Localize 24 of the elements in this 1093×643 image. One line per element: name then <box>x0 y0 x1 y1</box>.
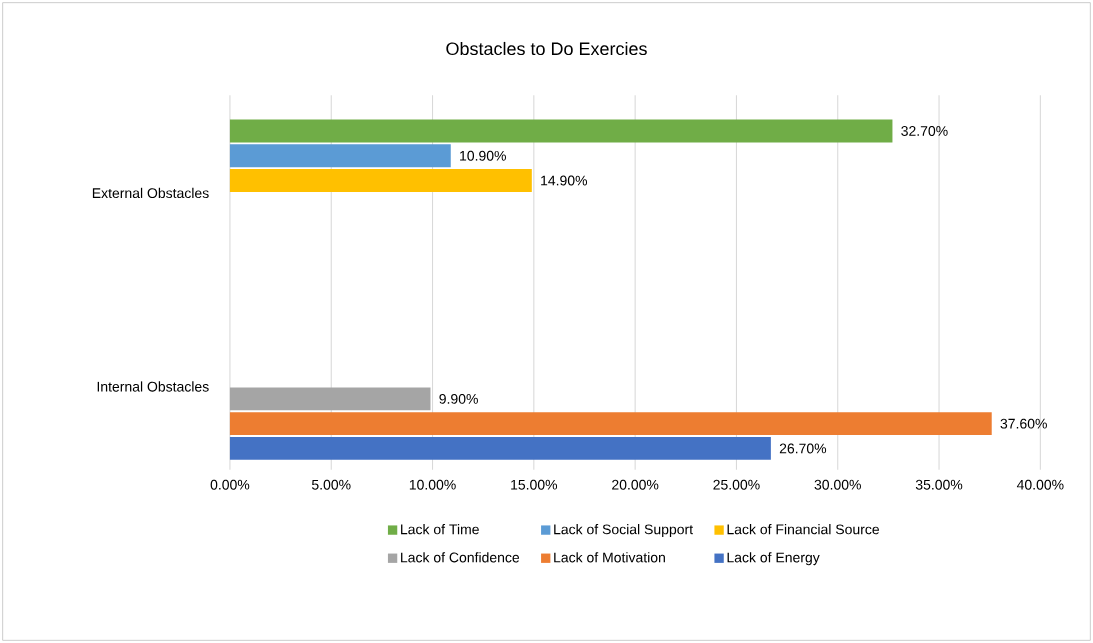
x-tick-label: 40.00% <box>1016 479 1064 490</box>
x-tick-label: 0.00% <box>210 479 250 490</box>
legend-label: Lack of Confidence <box>401 552 520 563</box>
x-tick-label: 30.00% <box>814 479 861 490</box>
legend-label: Lack of Energy <box>727 552 820 566</box>
chart-title: Obstacles to Do Exercies <box>446 41 647 56</box>
data-label: 37.60% <box>1000 418 1047 429</box>
legend-label: Lack of Motivation <box>554 552 665 563</box>
x-tick-label: 5.00% <box>311 479 351 490</box>
data-label: 26.70% <box>779 443 827 454</box>
x-tick-label: 35.00% <box>915 479 963 490</box>
data-label: 9.90% <box>439 393 478 404</box>
x-tick-label: 20.00% <box>612 479 659 490</box>
legend-label: Lack of Time <box>401 524 479 535</box>
x-tick-label: 25.00% <box>713 479 760 490</box>
data-label: 32.70% <box>901 126 948 136</box>
data-label: 14.90% <box>541 175 588 186</box>
data-label: 10.90% <box>460 150 506 161</box>
x-tick-label: 15.00% <box>511 479 558 490</box>
legend-label: Lack of Social Support <box>554 524 693 538</box>
x-tick-label: 10.00% <box>409 479 456 490</box>
y-tick-label: Internal Obstacles <box>97 381 209 392</box>
y-tick-label: External Obstacles <box>92 187 209 199</box>
legend-label: Lack of Financial Source <box>727 524 880 535</box>
